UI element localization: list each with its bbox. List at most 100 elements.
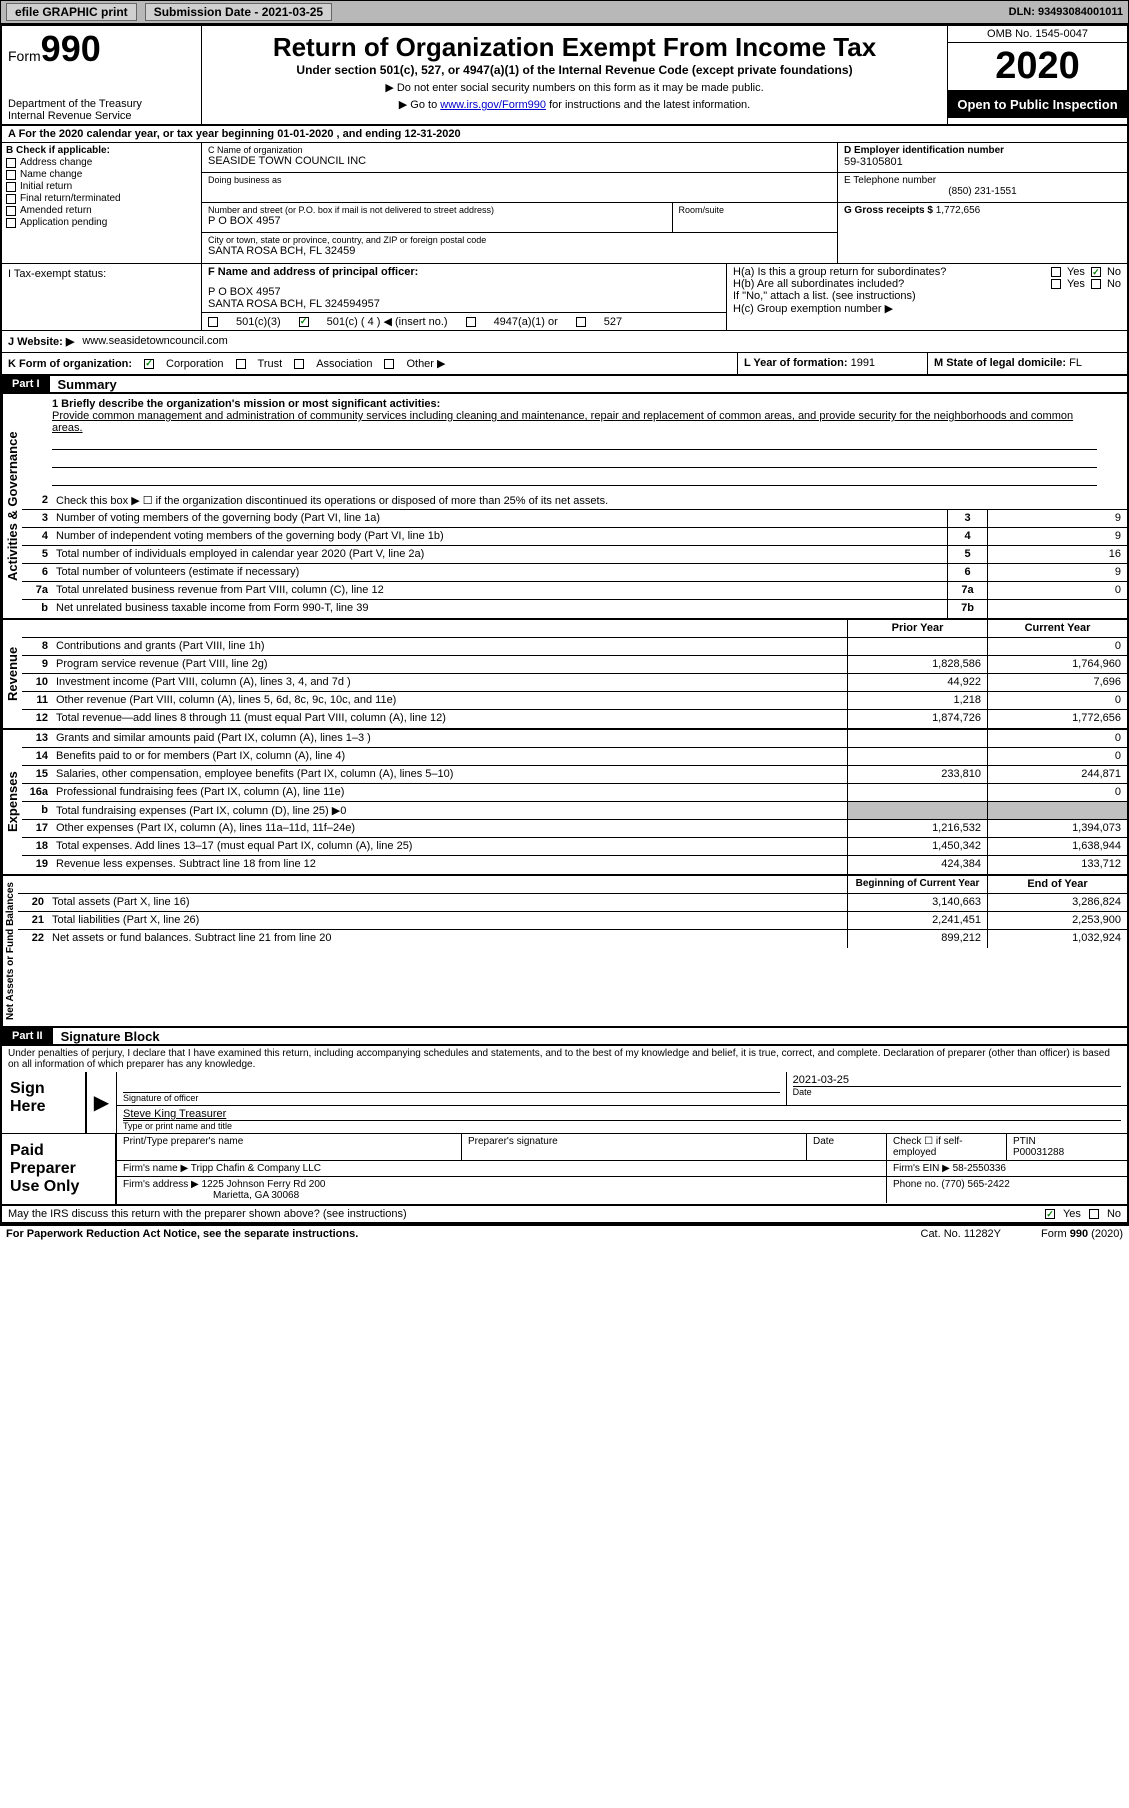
checkbox-discuss-yes[interactable] xyxy=(1045,1209,1055,1219)
line-desc-18: Total expenses. Add lines 13–17 (must eq… xyxy=(52,838,847,855)
net-content: Beginning of Current Year End of Year 20… xyxy=(18,876,1127,1026)
mission-text: Provide common management and administra… xyxy=(52,410,1097,434)
prep-name-label: Print/Type preparer's name xyxy=(117,1134,462,1160)
checkbox-assoc[interactable] xyxy=(294,359,304,369)
line-val-6: 9 xyxy=(987,564,1127,581)
section-j: J Website: ▶ www.seasidetowncouncil.com xyxy=(2,331,1127,353)
line-desc-22: Net assets or fund balances. Subtract li… xyxy=(48,930,847,948)
checkbox-4947[interactable] xyxy=(466,317,476,327)
line-desc-15: Salaries, other compensation, employee b… xyxy=(52,766,847,783)
checkbox-ha-no[interactable] xyxy=(1091,267,1101,277)
efile-button[interactable]: efile GRAPHIC print xyxy=(6,3,137,21)
line-prior-16a xyxy=(847,784,987,801)
b-label: B Check if applicable: xyxy=(6,145,197,156)
line-prior-9: 1,828,586 xyxy=(847,656,987,673)
checkbox-final-return[interactable] xyxy=(6,194,16,204)
line-desc-16b: Total fundraising expenses (Part IX, col… xyxy=(52,802,847,819)
officer-name: Steve King Treasurer xyxy=(123,1108,1121,1120)
hb-yes: Yes xyxy=(1067,278,1085,290)
prep-table: Print/Type preparer's name Preparer's si… xyxy=(117,1134,1127,1204)
line-desc-7a: Total unrelated business revenue from Pa… xyxy=(52,582,947,599)
goto-prefix: ▶ Go to xyxy=(399,99,440,111)
form-label-box: Form990 Department of the Treasury Inter… xyxy=(2,26,202,124)
mission-block: 1 Briefly describe the organization's mi… xyxy=(22,394,1127,492)
street-cell: Number and street (or P.O. box if mail i… xyxy=(202,203,672,233)
line-boy-20: 3,140,663 xyxy=(847,894,987,911)
line-desc-4: Number of independent voting members of … xyxy=(52,528,947,545)
checkbox-amended[interactable] xyxy=(6,206,16,216)
sig-date-label: Date xyxy=(793,1086,1121,1097)
city-value: SANTA ROSA BCH, FL 32459 xyxy=(208,245,831,257)
checkbox-other[interactable] xyxy=(384,359,394,369)
tax-exempt-lead: I Tax-exempt status: xyxy=(2,264,202,330)
firm-name: Tripp Chafin & Company LLC xyxy=(191,1163,321,1174)
line-num-21: 21 xyxy=(18,912,48,929)
line-curr-16b xyxy=(987,802,1127,819)
ha-no: No xyxy=(1107,266,1121,278)
submission-date-button[interactable]: Submission Date - 2021-03-25 xyxy=(145,3,332,21)
col-eoy: End of Year xyxy=(987,876,1127,893)
checkbox-pending[interactable] xyxy=(6,218,16,228)
checkbox-ha-yes[interactable] xyxy=(1051,267,1061,277)
line-num-19: 19 xyxy=(22,856,52,874)
line-val-4: 9 xyxy=(987,528,1127,545)
part2-label: Part II xyxy=(2,1028,53,1044)
checkbox-trust[interactable] xyxy=(236,359,246,369)
checkbox-discuss-no[interactable] xyxy=(1089,1209,1099,1219)
paid-prep-row: Paid Preparer Use Only Print/Type prepar… xyxy=(2,1134,1127,1206)
line-val-7a: 0 xyxy=(987,582,1127,599)
vlabel-governance: Activities & Governance xyxy=(2,394,22,618)
line-desc-6: Total number of volunteers (estimate if … xyxy=(52,564,947,581)
line-prior-13 xyxy=(847,730,987,747)
line-curr-13: 0 xyxy=(987,730,1127,747)
mission-line-blank3 xyxy=(52,470,1097,486)
501c-label: 501(c) ( 4 ) ◀ (insert no.) xyxy=(327,315,448,328)
checkbox-corp[interactable] xyxy=(144,359,154,369)
goto-note: ▶ Go to www.irs.gov/Form990 for instruct… xyxy=(214,98,935,111)
line-prior-15: 233,810 xyxy=(847,766,987,783)
dba-label: Doing business as xyxy=(208,175,831,185)
line-desc-20: Total assets (Part X, line 16) xyxy=(48,894,847,911)
checkbox-501c3[interactable] xyxy=(208,317,218,327)
line-box-7b: 7b xyxy=(947,600,987,618)
hb-no: No xyxy=(1107,278,1121,290)
prep-sig-label: Preparer's signature xyxy=(462,1134,807,1160)
prep-date-label: Date xyxy=(807,1134,887,1160)
checkbox-501c[interactable] xyxy=(299,317,309,327)
part2-title: Signature Block xyxy=(53,1029,160,1044)
check-self: Check ☐ if self-employed xyxy=(887,1134,1007,1160)
irs-link[interactable]: www.irs.gov/Form990 xyxy=(440,99,546,111)
vlabel-revenue: Revenue xyxy=(2,620,22,728)
phone-value: (850) 231-1551 xyxy=(844,186,1121,197)
i-label: I Tax-exempt status: xyxy=(8,268,195,280)
line-num-7a: 7a xyxy=(22,582,52,599)
checkbox-initial-return[interactable] xyxy=(6,182,16,192)
sign-here-row: Sign Here ▶ Signature of officer 2021-03… xyxy=(2,1072,1127,1134)
checkbox-hb-yes[interactable] xyxy=(1051,279,1061,289)
line-num-20: 20 xyxy=(18,894,48,911)
527-label: 527 xyxy=(604,316,622,328)
line-desc-8: Contributions and grants (Part VIII, lin… xyxy=(52,638,847,655)
b-item-2: Initial return xyxy=(20,181,72,192)
street-value: P O BOX 4957 xyxy=(208,215,666,227)
line-box-5: 5 xyxy=(947,546,987,563)
checkbox-527[interactable] xyxy=(576,317,586,327)
footer-form-num: 990 xyxy=(1070,1228,1088,1240)
ein-value: 59-3105801 xyxy=(844,156,1121,168)
line-num-10: 10 xyxy=(22,674,52,691)
line-a: A For the 2020 calendar year, or tax yea… xyxy=(2,126,1127,143)
checkbox-address-change[interactable] xyxy=(6,158,16,168)
governance-section: Activities & Governance 1 Briefly descri… xyxy=(2,394,1127,620)
line-num-17: 17 xyxy=(22,820,52,837)
checkbox-hb-no[interactable] xyxy=(1091,279,1101,289)
line-num-8: 8 xyxy=(22,638,52,655)
topbar: efile GRAPHIC print Submission Date - 20… xyxy=(0,0,1129,24)
l-value: 1991 xyxy=(851,357,875,369)
form-header: Form990 Department of the Treasury Inter… xyxy=(2,26,1127,126)
prep-phone: (770) 565-2422 xyxy=(941,1179,1009,1190)
k-other: Other ▶ xyxy=(406,357,445,370)
org-name-label: C Name of organization xyxy=(208,145,831,155)
col-boy: Beginning of Current Year xyxy=(847,876,987,893)
b-item-0: Address change xyxy=(20,157,92,168)
checkbox-name-change[interactable] xyxy=(6,170,16,180)
